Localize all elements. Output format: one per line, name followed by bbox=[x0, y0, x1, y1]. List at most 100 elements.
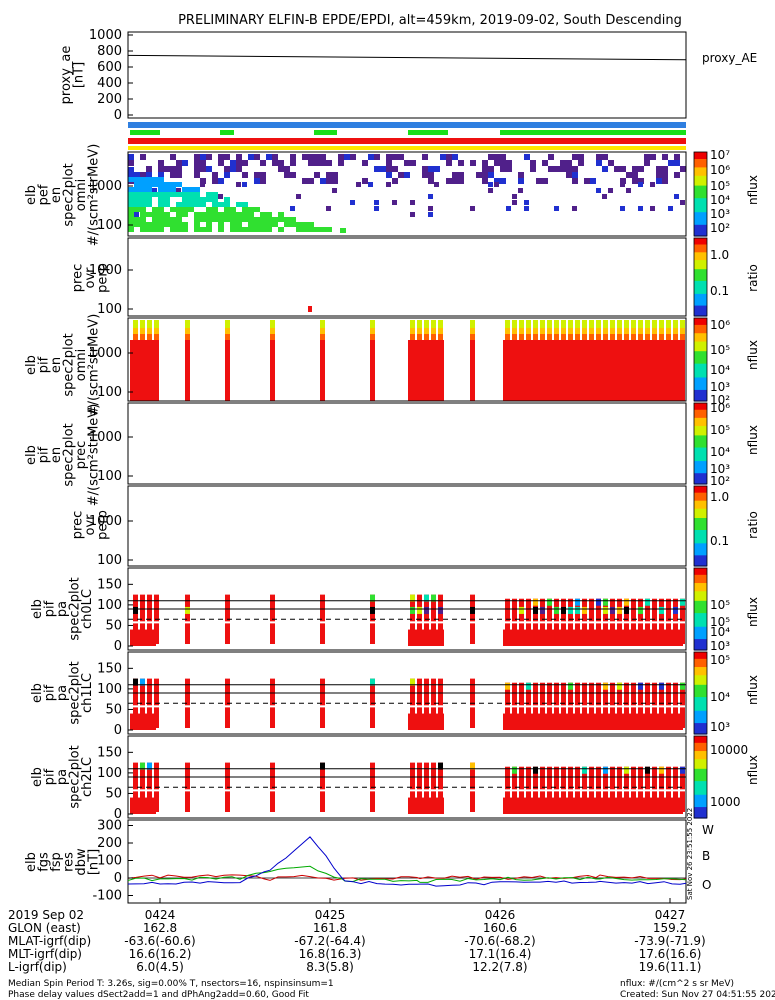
prec1-cb-swatch bbox=[694, 240, 707, 243]
ch0-cb-swatch bbox=[694, 644, 707, 647]
pif-cb-swatch bbox=[694, 351, 707, 354]
pef-cell bbox=[176, 207, 182, 212]
pef-cell bbox=[152, 192, 158, 197]
pef-cell bbox=[266, 217, 272, 222]
fgs-tick: -100 bbox=[92, 889, 122, 904]
fgs-legend-B: B bbox=[702, 849, 710, 863]
pef-cbtick: 10³ bbox=[710, 207, 730, 221]
ch1-cblabel-text: nflux bbox=[746, 675, 760, 705]
pef-cell bbox=[536, 178, 542, 184]
ch1-cell bbox=[645, 707, 650, 728]
pef-frame bbox=[127, 151, 687, 237]
ch1-cb-swatch bbox=[694, 701, 707, 704]
ch2-cb-swatch bbox=[694, 798, 707, 801]
pef-cell bbox=[158, 212, 164, 217]
pif-cb-swatch bbox=[694, 319, 707, 322]
pef-cell bbox=[620, 206, 625, 211]
pef-cell bbox=[290, 154, 296, 160]
ch2-ylabel-line: pa bbox=[55, 769, 70, 785]
prec1-cblabel: ratio bbox=[746, 264, 760, 292]
pif-cb-swatch bbox=[694, 349, 707, 352]
pef-cell bbox=[458, 160, 464, 166]
prec1-cb-swatch bbox=[694, 290, 707, 292]
ch1-cell bbox=[575, 682, 580, 706]
ephem-value: -63.6(-60.6) bbox=[124, 934, 195, 948]
pif-cell bbox=[370, 320, 375, 328]
prec1-cb-swatch bbox=[694, 270, 707, 273]
fgs-tick: 0 bbox=[114, 871, 122, 886]
ch0-cell bbox=[547, 598, 552, 622]
pif-cell bbox=[431, 334, 436, 340]
prec1-cb-swatch bbox=[694, 244, 707, 247]
pef-cell bbox=[176, 160, 182, 166]
pef-cb-swatch bbox=[694, 224, 707, 227]
prec1-cb-swatch bbox=[694, 278, 707, 281]
ch0-cell bbox=[533, 606, 538, 614]
pif-cell bbox=[320, 340, 325, 401]
ch2-cb-swatch bbox=[694, 813, 707, 816]
ch1-cell bbox=[610, 707, 615, 728]
pef-cell bbox=[272, 222, 278, 227]
pif-cell bbox=[270, 334, 275, 340]
pef-cell bbox=[638, 206, 643, 211]
pef-cell bbox=[542, 160, 548, 166]
prec1-cb-swatch bbox=[694, 260, 707, 262]
ch1-cb-swatch bbox=[694, 717, 707, 720]
ch0-cell bbox=[638, 606, 643, 614]
pef-cell bbox=[644, 154, 650, 160]
ch2-cb-swatch bbox=[694, 787, 707, 790]
fgs-frame bbox=[127, 819, 687, 904]
ch2-cell bbox=[154, 762, 159, 790]
ephem-label: L-igrf(dip) bbox=[8, 960, 67, 974]
pef-cell bbox=[260, 212, 266, 217]
ch1-cb-swatch bbox=[694, 699, 707, 702]
ch0-tick: 100 bbox=[97, 598, 122, 613]
pef-cell bbox=[206, 227, 212, 232]
pif-cell bbox=[645, 340, 650, 401]
pef-cell bbox=[308, 222, 314, 227]
ch0-cell bbox=[320, 623, 325, 644]
ch2-cb-swatch bbox=[694, 774, 707, 777]
footer-right-2: Created: Sun Nov 27 04:51:55 2022 bbox=[620, 990, 775, 1000]
pef-cell bbox=[140, 207, 146, 212]
pef-cell bbox=[340, 228, 346, 233]
ch0-cbtick: 10⁵ bbox=[710, 598, 730, 612]
ch2-cell bbox=[610, 766, 615, 790]
pef-cell bbox=[134, 172, 140, 177]
ch2-cb-swatch bbox=[694, 777, 707, 779]
pef-cell bbox=[284, 222, 290, 227]
ae-frame bbox=[127, 31, 687, 119]
ch2-cell bbox=[603, 766, 608, 774]
pef-cb-swatch bbox=[694, 168, 707, 171]
pef-cell bbox=[218, 154, 224, 160]
pef-cell bbox=[494, 178, 500, 184]
pef-cell bbox=[452, 172, 458, 178]
pif-ylabel-line: spec2plot bbox=[61, 333, 76, 396]
pef-cell bbox=[242, 217, 248, 222]
pef-cb-swatch bbox=[694, 198, 707, 201]
ch2-cb-swatch bbox=[694, 756, 707, 759]
ch2-cell bbox=[512, 791, 517, 812]
pef-cell bbox=[182, 227, 188, 232]
pef-cb-swatch bbox=[694, 178, 707, 181]
ch1-cell bbox=[140, 678, 145, 686]
pifprec-cb-swatch bbox=[694, 423, 707, 426]
pef-cell bbox=[128, 202, 134, 207]
pif-cb-swatch bbox=[694, 387, 707, 390]
pef-cb-swatch bbox=[694, 215, 707, 217]
pef-cell bbox=[290, 172, 296, 178]
ch1-cb-swatch bbox=[694, 697, 707, 700]
pef-cell bbox=[134, 177, 140, 182]
ch2-cb-swatch bbox=[694, 755, 707, 758]
pef-cell bbox=[158, 166, 164, 172]
pif-cell bbox=[638, 334, 643, 340]
pef-cell bbox=[200, 197, 206, 202]
pef-cell bbox=[422, 154, 428, 160]
pif-cb-swatch bbox=[694, 367, 707, 370]
pef-cell bbox=[128, 154, 134, 160]
ch0-cb-swatch bbox=[694, 578, 707, 581]
ch2-cell bbox=[680, 766, 685, 774]
ch0-cb-frame bbox=[693, 567, 708, 651]
prec2-cb-swatch bbox=[694, 522, 707, 524]
ch1-cbtick: 10³ bbox=[710, 720, 730, 734]
